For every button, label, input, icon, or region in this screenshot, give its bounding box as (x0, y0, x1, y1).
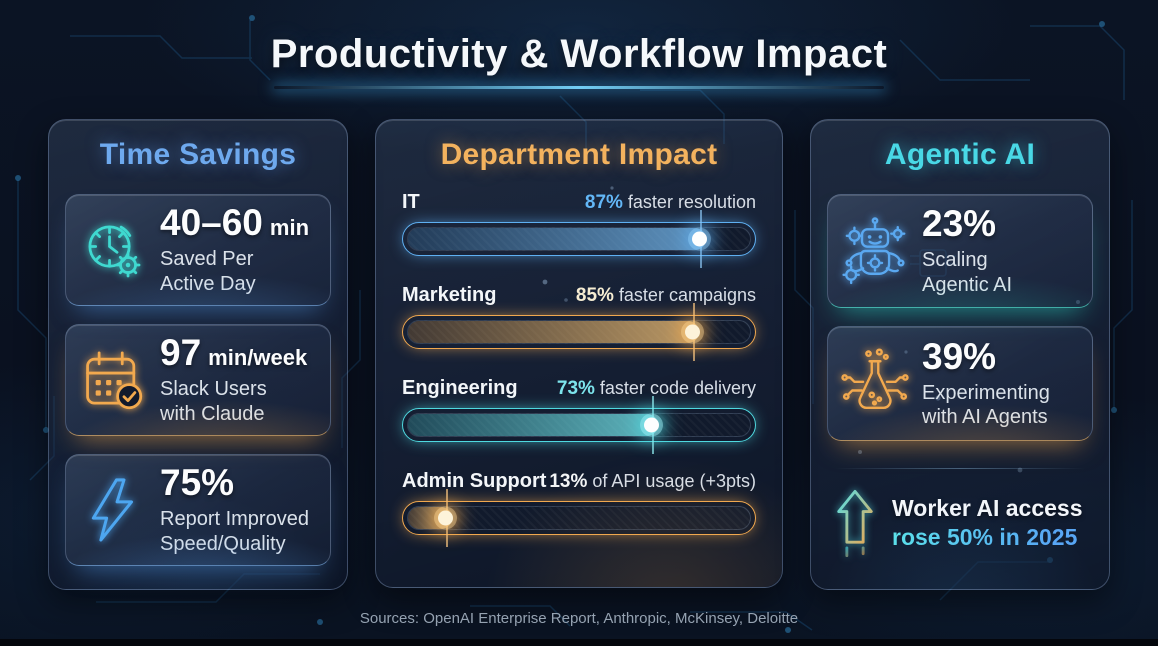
dept-row-admin-support: Admin Support 13% of API usage (+3pts) (402, 470, 756, 547)
progress-track (407, 396, 751, 454)
progress-dot (684, 324, 700, 340)
time-savings-heading: Time Savings (99, 138, 297, 171)
page-title: Productivity & Workflow Impact (270, 32, 888, 76)
sources-text: Sources: OpenAI Enterprise Report, Anthr… (359, 610, 799, 627)
progress-fill (408, 396, 659, 454)
progress-dot (643, 417, 659, 433)
progress-dot (438, 510, 454, 526)
stat-label-line2: with AI Agents (922, 406, 1048, 428)
arrow-up-icon (831, 486, 879, 560)
highlight-line2: rose 50% in 2025 (892, 524, 1083, 551)
stat-label-line1: Slack Users (160, 378, 267, 401)
dept-stat: 87% faster resolution (585, 192, 756, 214)
dept-stat: 85% faster campaigns (576, 285, 756, 307)
lightning-icon (66, 473, 160, 547)
progress-bar-admin-support (402, 489, 756, 547)
dept-percent: 85% (575, 285, 614, 306)
dept-name: IT (402, 191, 420, 213)
stat-value: 23% (922, 203, 997, 245)
dept-description: faster resolution (627, 192, 756, 212)
dept-percent: 13% (549, 471, 588, 492)
progress-fill (408, 489, 454, 547)
stat-text: 23% Scaling Agentic AI (922, 205, 1012, 297)
stat-label-line2: Agentic AI (922, 273, 1013, 296)
stat-value: 75% (160, 462, 235, 504)
stat-label: Report Improved Speed/Quality (160, 507, 309, 556)
agentic-ai-heading: Agentic AI (884, 138, 1036, 171)
stat-value: 40–60 (160, 202, 263, 244)
stat-label-line2: Active Day (160, 272, 256, 295)
stat-card-saved-per-day: 40–60 min Saved Per Active Day (65, 194, 331, 306)
progress-bar-engineering (402, 396, 756, 454)
stat-label-line1: Saved Per (160, 248, 254, 271)
bottom-edge-strip (0, 639, 1158, 646)
dept-description: of API usage (+3pts) (592, 471, 756, 491)
stat-card-slack-users: 97 min/week Slack Users with Claude (65, 324, 331, 436)
dept-row-it: IT 87% faster resolution (402, 191, 756, 268)
stat-label: Scaling Agentic AI (922, 248, 1012, 297)
stat-text: 39% Experimenting with AI Agents (922, 338, 1050, 430)
stat-text: 75% Report Improved Speed/Quality (160, 464, 309, 556)
dept-description: faster code delivery (599, 378, 756, 398)
progress-fill (408, 210, 707, 268)
stat-label: Saved Per Active Day (160, 247, 309, 296)
progress-track (407, 210, 751, 268)
highlight-line1: Worker AI access (892, 495, 1083, 521)
section-divider (834, 468, 1086, 469)
dept-stat: 73% faster code delivery (557, 378, 756, 400)
stat-unit: min/week (208, 345, 308, 371)
dept-percent: 73% (556, 378, 595, 399)
progress-track (407, 489, 751, 547)
stat-label-line2: with Claude (160, 402, 265, 425)
agentic-ai-panel: Agentic AI (810, 119, 1110, 590)
stat-card-experimenting-ai-agents: 39% Experimenting with AI Agents (827, 326, 1093, 441)
stat-card-speed-quality: 75% Report Improved Speed/Quality (65, 454, 331, 566)
progress-track (407, 303, 751, 361)
worker-ai-access-highlight: Worker AI access rose 50% in 2025 (831, 486, 1095, 560)
calendar-check-icon (66, 343, 160, 417)
dept-stat: 13% of API usage (+3pts) (549, 471, 756, 493)
title-underline-glow (274, 86, 884, 89)
stat-value: 97 (160, 332, 202, 374)
dept-name: Admin Support (402, 470, 547, 492)
robot-icon (828, 212, 922, 290)
stat-label: Experimenting with AI Agents (922, 381, 1050, 430)
dept-name: Engineering (402, 377, 518, 399)
progress-fill (408, 303, 700, 361)
stat-label-line1: Scaling (922, 249, 988, 272)
sources-footer: Sources: OpenAI Enterprise Report, Anthr… (0, 610, 1158, 627)
department-impact-panel: Department Impact IT 87% faster resoluti… (375, 119, 783, 588)
highlight-text: Worker AI access rose 50% in 2025 (892, 495, 1083, 551)
time-savings-panel: Time Savings 40–60 min Saved Per (48, 119, 348, 590)
department-impact-heading: Department Impact (440, 138, 718, 171)
dept-name: Marketing (402, 284, 497, 306)
dept-row-marketing: Marketing 85% faster campaigns (402, 284, 756, 361)
stat-label-line1: Experimenting (922, 381, 1050, 404)
stat-label: Slack Users with Claude (160, 377, 307, 426)
stat-card-scaling-agentic-ai: 23% Scaling Agentic AI (827, 194, 1093, 308)
progress-bar-marketing (402, 303, 756, 361)
stat-value: 39% (922, 335, 997, 377)
stat-text: 40–60 min Saved Per Active Day (160, 204, 309, 296)
dept-description: faster campaigns (618, 285, 756, 305)
dept-labels: IT 87% faster resolution (402, 191, 756, 214)
clock-gear-icon (66, 213, 160, 287)
flask-circuit-icon (828, 345, 922, 423)
dept-percent: 87% (584, 192, 623, 213)
stat-text: 97 min/week Slack Users with Claude (160, 334, 307, 426)
stat-unit: min (269, 215, 310, 241)
dept-row-engineering: Engineering 73% faster code delivery (402, 377, 756, 454)
dept-labels: Marketing 85% faster campaigns (402, 284, 756, 307)
stat-label-line1: Report Improved (160, 508, 309, 531)
dept-labels: Engineering 73% faster code delivery (402, 377, 756, 400)
stat-label-line2: Speed/Quality (160, 532, 286, 555)
dept-labels: Admin Support 13% of API usage (+3pts) (402, 470, 756, 493)
progress-dot (691, 231, 707, 247)
progress-bar-it (402, 210, 756, 268)
header: Productivity & Workflow Impact (0, 0, 1158, 89)
